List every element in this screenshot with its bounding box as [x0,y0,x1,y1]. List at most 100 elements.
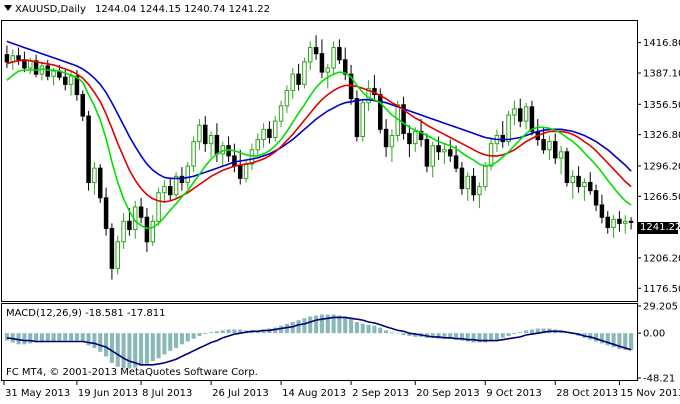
candle-body [465,175,470,190]
candle-body [337,47,342,61]
macd-histogram-bar [296,320,301,334]
macd-histogram-bar [4,333,9,341]
time-tick-label: 31 May 2013 [5,388,70,399]
candle-body [150,220,155,243]
time-tick-label: 2 Sep 2013 [352,388,409,399]
candle-body [278,105,284,122]
macd-histogram-bar [273,327,278,334]
candle-body [331,47,336,69]
candle-body [86,115,91,183]
macd-histogram-bar [454,333,459,340]
candle-body [605,216,610,228]
macd-histogram-bar [144,333,149,364]
fast-ma-line [6,68,632,230]
candle-body [63,76,68,85]
macd-histogram-bar [39,333,44,343]
candle-body [162,186,167,194]
macd-histogram-bar [366,324,371,334]
candle-body [360,102,365,137]
candle-body [378,94,383,130]
moving-average-lines [6,40,632,230]
candle-body [173,175,179,196]
candle-body [588,181,593,192]
macd-histogram-bar [465,333,470,342]
macd-histogram-bar [185,333,190,342]
macd-histogram-bar [529,329,534,334]
candle-body [354,98,360,137]
candle-body [98,167,103,199]
price-axis: 1416.80 1387.10 1356.50 1326.80 1296.20 1266.… [637,38,680,295]
macd-histogram-bar [442,333,447,339]
macd-histogram-bar [168,333,173,351]
time-tick-label: 9 Oct 2013 [486,388,541,399]
macd-histogram-bar [623,333,628,350]
macd-histogram-bar [290,322,295,334]
candle-body [220,145,225,155]
candle-body [553,141,558,159]
macd-histogram-bar [413,333,418,337]
candle-body [249,149,255,165]
candle-body [185,165,190,183]
time-tick-label: 14 Aug 2013 [282,388,346,399]
candle-body [138,206,144,218]
time-tick-label: 26 Jul 2013 [212,388,269,399]
macd-histogram-bar [489,333,494,342]
price-tick-label: 1326.80 [643,130,680,141]
macd-histogram-bar [343,316,348,334]
candle-body [389,134,395,148]
candle-body [109,227,115,269]
candle-body [448,149,453,157]
time-tick-label: 8 Jul 2013 [142,388,192,399]
candle-body [28,60,33,69]
macd-histogram-bar [10,333,15,343]
time-tick-label: 20 Sep 2013 [416,388,479,399]
macd-histogram-bar [214,331,219,334]
candle-body [121,220,126,243]
macd-histogram-bar [448,333,453,339]
current-price-tag: 1241.22 [638,222,680,234]
price-tick-label: 1176.50 [643,284,680,295]
candle-body [308,47,313,63]
candle-body [512,108,517,116]
candle-body [80,94,85,117]
macd-histogram-bar [389,332,394,334]
candle-body [127,220,132,230]
candlestick-series [4,35,634,280]
candle-body [273,120,278,139]
candle-body [319,53,325,73]
candle-body [214,134,220,155]
candle-body [459,167,465,190]
candle-body [284,89,290,107]
macd-histogram-bar [524,330,529,334]
candle-body [471,175,476,196]
macd-tick-label: 29.205 [643,302,678,313]
candle-body [144,216,150,243]
macd-histogram-bar [617,333,622,349]
macd-histogram-bar [179,333,184,345]
macd-histogram-bar [500,333,505,338]
candle-body [623,220,628,224]
macd-histogram-bar [477,333,482,343]
macd-axis: 29.205 0.00 -48.21 [637,302,678,385]
macd-histogram-bar [115,333,120,367]
candle-body [564,151,570,183]
macd-histogram-bar [28,333,33,344]
macd-histogram-bar [45,333,50,342]
macd-histogram-bar [349,318,354,334]
price-tick-label: 1206.20 [643,253,680,264]
price-tick-label: 1266.50 [643,192,680,203]
candle-body [92,167,97,183]
macd-histogram-bar [308,316,313,334]
macd-histogram-bar [302,318,307,334]
macd-histogram-bar [354,322,359,334]
macd-histogram-bar [605,333,610,346]
macd-histogram-bar [331,314,336,334]
macd-histogram-bar [150,333,155,362]
macd-histogram-bar [127,333,132,369]
slow-ma-line [6,40,632,180]
macd-histogram-bar [360,323,365,334]
candle-body [611,218,616,228]
macd-histogram-bar [197,333,202,336]
macd-histogram-bar [535,328,540,334]
